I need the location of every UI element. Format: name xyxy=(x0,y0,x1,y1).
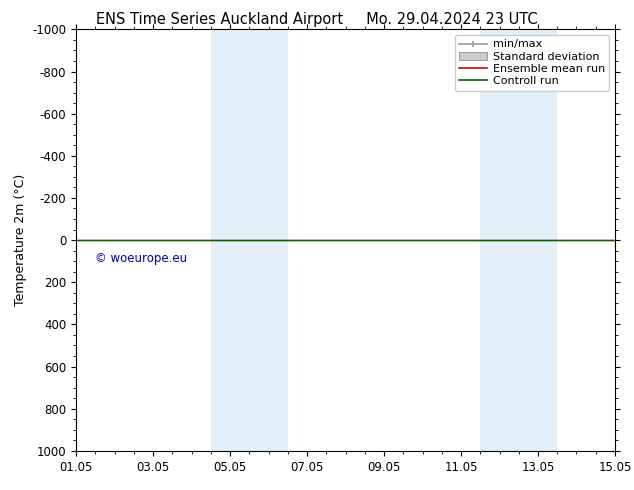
Bar xyxy=(210,29,249,451)
Bar xyxy=(249,29,288,451)
Bar xyxy=(519,29,557,451)
Legend: min/max, Standard deviation, Ensemble mean run, Controll run: min/max, Standard deviation, Ensemble me… xyxy=(455,35,609,91)
Text: © woeurope.eu: © woeurope.eu xyxy=(95,252,188,265)
Text: ENS Time Series Auckland Airport     Mo. 29.04.2024 23 UTC: ENS Time Series Auckland Airport Mo. 29.… xyxy=(96,12,538,27)
Y-axis label: Temperature 2m (°C): Temperature 2m (°C) xyxy=(14,174,27,306)
Bar xyxy=(480,29,519,451)
